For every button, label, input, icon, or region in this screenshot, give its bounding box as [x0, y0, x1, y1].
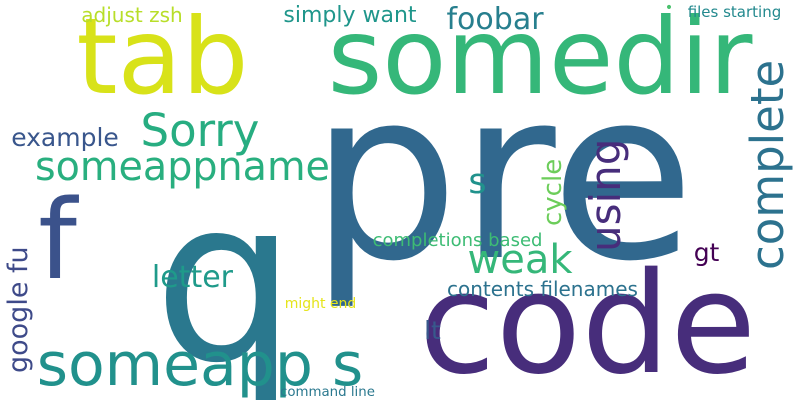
word-sorry: Sorry — [140, 104, 260, 157]
word-foobar: foobar — [446, 2, 544, 37]
word-contents-filenames: contents filenames — [447, 277, 638, 301]
word-f: f — [38, 176, 77, 304]
word-tab: tab — [76, 0, 249, 118]
word-pre: pre — [310, 40, 695, 314]
word-adjust-zsh: adjust zsh — [81, 3, 183, 27]
word-simply-want: simply want — [283, 3, 417, 28]
word-google-fu: google fu — [3, 246, 34, 374]
word-using: using — [581, 138, 630, 252]
word-gt: gt — [693, 238, 720, 267]
word-s: s — [468, 162, 487, 202]
word-completions-based: completions based — [372, 230, 543, 251]
word-someappname: someappname — [35, 143, 330, 190]
word-weak: weak — [467, 237, 573, 283]
word-command-line: command line — [280, 384, 375, 400]
word-code: code — [418, 243, 757, 400]
word-dot: • — [664, 0, 674, 16]
word-complete: complete — [741, 59, 794, 271]
word-letter: letter — [151, 260, 233, 295]
word-somedir: somedir — [327, 0, 753, 118]
word-cycle: cycle — [538, 158, 568, 227]
word-someapp-s: someapp s — [36, 330, 364, 400]
word-might-end: might end — [284, 296, 357, 312]
word-example: example — [11, 123, 119, 152]
word-q: q — [153, 151, 297, 400]
word-files-starting: files starting — [687, 3, 782, 21]
word-lt: lt — [424, 316, 441, 345]
